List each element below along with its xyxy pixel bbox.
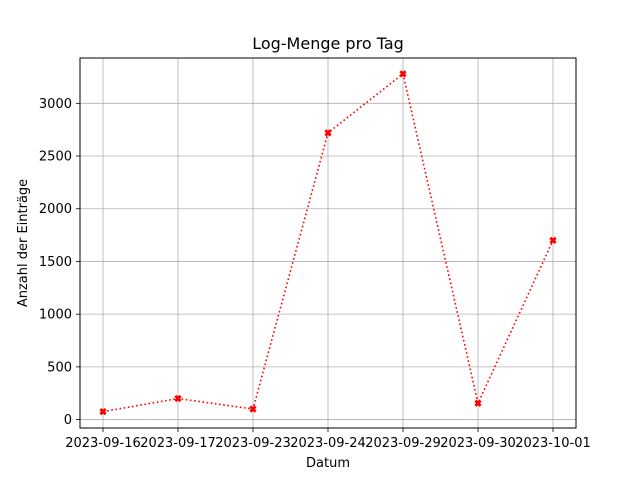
x-tick-label: 2023-09-16 [65,436,141,451]
y-tick-label: 2000 [39,202,72,217]
x-tick-label: 2023-09-30 [440,436,516,451]
data-point-marker [324,129,332,137]
data-point-marker [549,236,557,244]
y-tick-label: 2500 [39,150,72,165]
x-tick-label: 2023-09-24 [290,436,366,451]
data-point-marker [99,408,107,416]
y-axis-ticks: 0 500 1000 1500 2000 2500 3000 [39,97,80,428]
x-tick-label: 2023-09-23 [215,436,291,451]
grid-lines [80,58,576,428]
x-tick-label: 2023-10-01 [515,436,591,451]
x-axis-ticks: 2023-09-16 2023-09-17 2023-09-23 2023-09-24… [65,428,591,451]
y-tick-label: 3000 [39,97,72,112]
y-tick-label: 0 [64,413,72,428]
data-point-marker [174,394,182,403]
data-markers [99,70,557,416]
data-point-marker [474,399,482,407]
x-axis-label: Datum [306,456,350,471]
y-tick-label: 500 [47,360,72,375]
y-axis-label: Anzahl der Einträge [16,179,31,307]
y-tick-label: 1500 [39,255,72,270]
data-point-marker [249,405,257,413]
x-tick-label: 2023-09-17 [140,436,216,451]
x-tick-label: 2023-09-29 [365,436,441,451]
data-point-marker [399,70,407,78]
chart-title: Log-Menge pro Tag [252,34,404,53]
y-tick-label: 1000 [39,308,72,323]
